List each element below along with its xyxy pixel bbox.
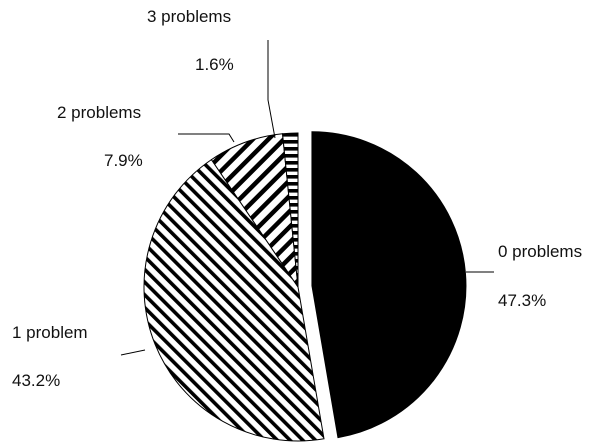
pie-slices <box>143 131 467 442</box>
leader-line-2-problems <box>178 133 235 143</box>
slice-value-label-3-problems: 1.6% <box>195 55 234 74</box>
slice-label-2-problems: 2 problems <box>57 103 141 122</box>
slice-label-3-problems: 3 problems <box>147 7 231 26</box>
leader-line-3-problems <box>267 40 276 139</box>
pie-slice-3-problems <box>281 132 299 288</box>
pie-slice-0-problems <box>311 131 467 439</box>
slice-value-label-1-problem: 43.2% <box>12 371 60 390</box>
slice-label-1-problem: 1 problem <box>12 323 88 342</box>
slice-value-label-0-problems: 47.3% <box>498 291 546 310</box>
slice-value-label-2-problems: 7.9% <box>104 151 143 170</box>
pie-slice-1-problem <box>143 158 325 442</box>
leader-line-1-problem <box>120 349 146 356</box>
slice-label-0-problems: 0 problems <box>498 242 582 261</box>
slice-labels: 0 problems 47.3% 1 problem 43.2% 2 problems 7… <box>12 7 582 390</box>
leader-lines <box>120 40 494 356</box>
